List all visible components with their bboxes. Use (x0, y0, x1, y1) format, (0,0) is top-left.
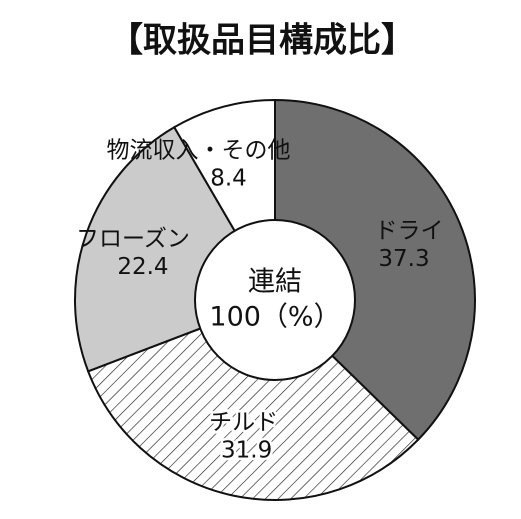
value-label: 22.4 (117, 254, 168, 280)
category-label: チルド (209, 410, 278, 436)
value-label: 31.9 (221, 438, 272, 464)
slice (274, 98, 476, 442)
center-label: 100（%） (209, 302, 340, 333)
chart-title: 【取扱品目構成比】 (109, 21, 415, 61)
donut-hole (194, 219, 356, 381)
slice (86, 298, 420, 501)
slices (74, 98, 476, 501)
category-label: フローズン (76, 226, 190, 252)
category-label: 物流収入・その他 (106, 137, 290, 163)
center-label: 連結 (248, 267, 302, 298)
value-label: 8.4 (210, 165, 247, 191)
category-label: ドライ (375, 218, 444, 244)
value-label: 37.3 (378, 246, 429, 272)
